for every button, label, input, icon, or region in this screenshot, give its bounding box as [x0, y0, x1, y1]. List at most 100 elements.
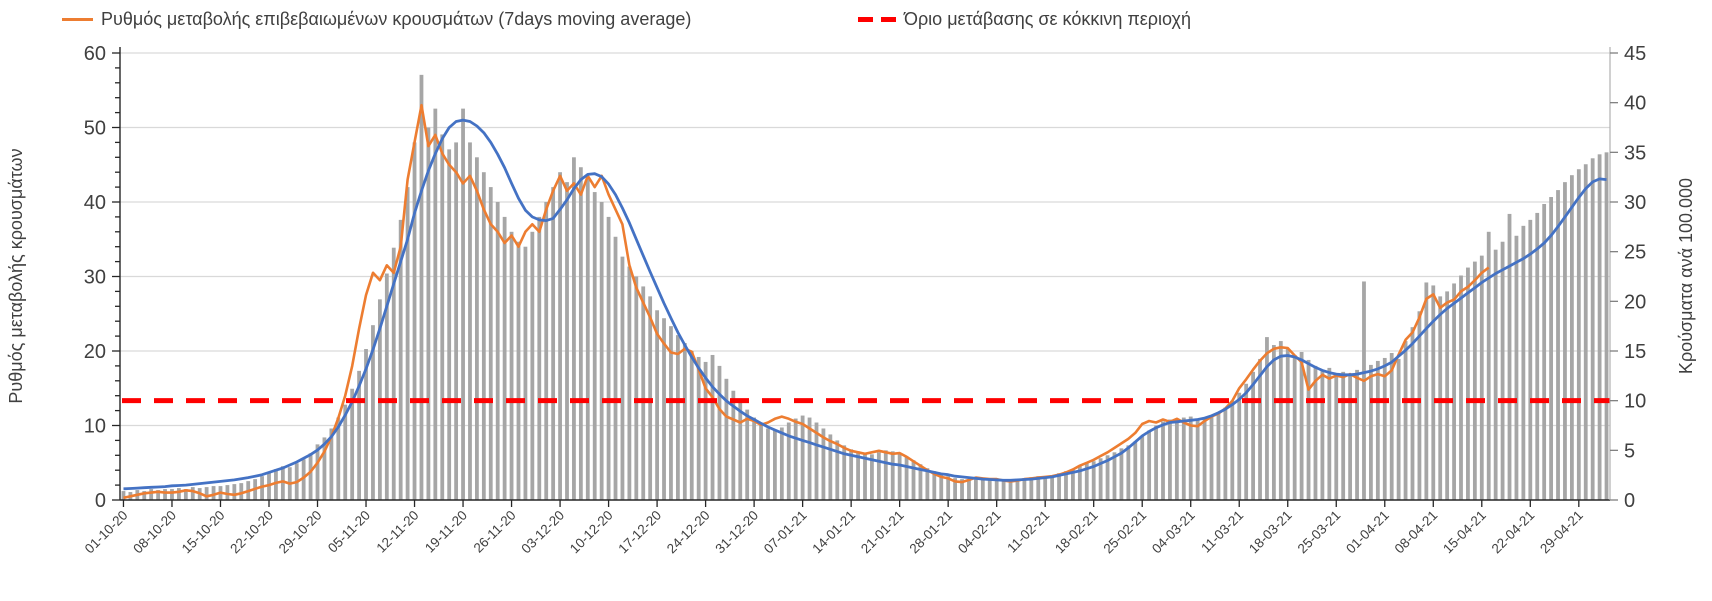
bar [655, 310, 659, 500]
bar [357, 370, 361, 500]
bar [454, 142, 459, 500]
bar [350, 388, 355, 500]
bar [870, 454, 874, 500]
gridlines [120, 52, 1610, 427]
bar [391, 247, 396, 500]
bar [1237, 392, 1242, 500]
x-axis-tick-label: 03-12-20 [518, 508, 567, 557]
trend-line [123, 118, 1607, 491]
bar [953, 478, 957, 500]
x-axis-tick-label: 04-03-21 [1149, 508, 1198, 557]
bar [689, 351, 694, 500]
right-axis-tick-label: 25 [1624, 242, 1646, 264]
bar [475, 157, 479, 501]
bar [551, 187, 556, 500]
bar [336, 417, 341, 500]
bar [440, 134, 445, 500]
bar [495, 202, 500, 500]
bar [1410, 327, 1415, 500]
bar [849, 449, 854, 500]
bar [530, 231, 535, 501]
bar [163, 489, 167, 500]
x-axis-tick-label: 21-01-21 [858, 508, 907, 557]
bar [1292, 354, 1297, 500]
bar [675, 335, 680, 500]
right-axis-tick-label: 15 [1624, 341, 1646, 363]
bar [280, 466, 285, 500]
bar [828, 434, 833, 500]
legend-label-threshold: Όριο μετάβασης σε κόκκινη περιοχή [904, 8, 1192, 29]
bar [1452, 283, 1456, 500]
bar [1112, 452, 1117, 500]
right-axis-tick-label: 40 [1624, 93, 1646, 115]
bar [1029, 477, 1034, 500]
bar [1285, 349, 1290, 500]
bar [973, 479, 978, 500]
bar [1119, 448, 1124, 500]
bar [585, 177, 590, 500]
bar [1174, 418, 1179, 500]
bar [1563, 182, 1567, 500]
bar [1091, 461, 1096, 500]
bar [1015, 479, 1020, 500]
bar [426, 127, 431, 500]
x-axis-tick-label: 22-04-21 [1489, 508, 1538, 557]
bar [1278, 341, 1283, 500]
x-axis-tick-label: 25-02-21 [1100, 508, 1149, 557]
right-axis-tick-label: 0 [1624, 490, 1635, 512]
bar [544, 202, 549, 500]
x-axis-tick-label: 14-01-21 [809, 508, 858, 557]
bar [1230, 400, 1235, 500]
ma7-line [123, 103, 1490, 500]
right-axis-tick-label: 35 [1624, 142, 1646, 164]
bar [1375, 360, 1380, 500]
bar [1472, 261, 1477, 500]
bar [960, 479, 964, 500]
bar [1244, 383, 1249, 500]
bar [301, 459, 306, 500]
series-lines [123, 103, 1607, 500]
bar [149, 489, 154, 500]
bar [211, 486, 216, 500]
bar [1258, 358, 1262, 500]
bar [1355, 369, 1359, 500]
x-axis-tick-label: 08-10-20 [130, 508, 179, 557]
bar [1445, 291, 1450, 500]
bar [738, 400, 743, 500]
bar [1057, 473, 1061, 500]
bar [1001, 481, 1006, 500]
bar [364, 349, 368, 500]
daily-bars [121, 74, 1609, 501]
bar [1043, 476, 1048, 500]
bar [572, 157, 576, 501]
x-axis-tick-label: 26-11-20 [471, 508, 519, 556]
bar [447, 149, 452, 500]
bar [488, 187, 493, 500]
legend-label-ma7: Ρυθμός μεταβολής επιβεβαιωμένων κρουσμάτ… [101, 8, 692, 29]
bar [911, 460, 916, 500]
bar [890, 451, 895, 500]
bar [842, 445, 847, 500]
bar [481, 172, 486, 500]
bar [987, 479, 992, 500]
bar [925, 468, 930, 500]
bar [1077, 466, 1082, 500]
bar [433, 108, 438, 501]
x-axis-tick-label: 28-01-21 [906, 508, 955, 557]
bar [1528, 219, 1533, 500]
bar [662, 318, 666, 500]
x-axis-tick-label: 25-03-21 [1295, 508, 1344, 557]
left-axis-tick-label: 50 [84, 118, 106, 140]
bar [1098, 458, 1103, 500]
bar [232, 484, 237, 500]
bar [1022, 478, 1027, 500]
red-dashed-swatch-icon [858, 16, 896, 22]
bar [641, 286, 646, 500]
left-axis-tick-label: 10 [84, 416, 106, 438]
bar [1265, 337, 1269, 500]
x-axis-tick-label: 15-10-20 [179, 508, 228, 557]
x-axis-tick-label: 17-12-20 [615, 508, 664, 557]
bar [1271, 345, 1276, 500]
bar [939, 474, 944, 500]
